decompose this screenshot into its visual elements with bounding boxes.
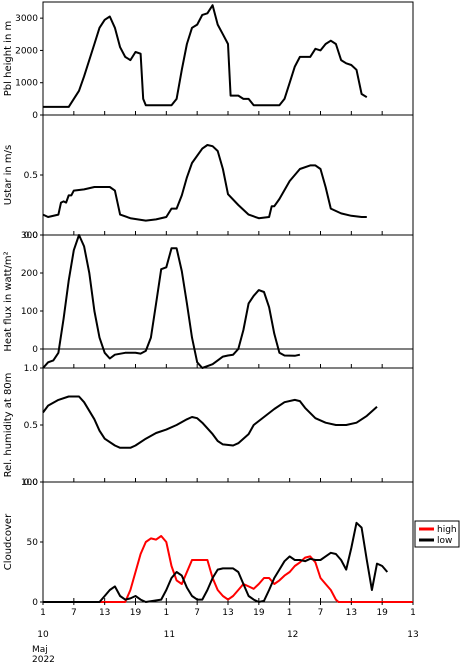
month-label: Maj bbox=[32, 645, 48, 655]
pbl-height-ytick-label: 2000 bbox=[15, 46, 38, 56]
pbl-height-ytick-label: 3000 bbox=[15, 14, 38, 24]
hour-tick-label: 1 bbox=[410, 608, 416, 618]
hour-tick-label: 7 bbox=[318, 608, 324, 618]
cloudcover-ytick-label: 100 bbox=[21, 478, 38, 488]
cloudcover-ytick-label: 50 bbox=[27, 538, 39, 548]
hour-tick-label: 1 bbox=[287, 608, 293, 618]
hour-tick-label: 7 bbox=[71, 608, 77, 618]
ustar-series-line-0 bbox=[42, 144, 367, 222]
day-tick-label: 10 bbox=[37, 630, 49, 640]
hour-tick-label: 19 bbox=[376, 608, 388, 618]
cloudcover-ytick-label: 0 bbox=[32, 598, 38, 608]
hour-tick-label: 7 bbox=[194, 608, 200, 618]
pbl-height-ytick-label: 0 bbox=[32, 111, 38, 121]
heat-flux-ytick-label: 300 bbox=[21, 231, 38, 241]
cloudcover-panel: 0 50 100 Cloudcover bbox=[3, 478, 414, 608]
hour-tick-label: 13 bbox=[222, 608, 233, 618]
day-tick-label: 13 bbox=[407, 630, 418, 640]
legend-label-high: high bbox=[437, 525, 457, 535]
ustar-ylabel: Ustar in m/s bbox=[3, 145, 14, 205]
hour-tick-label: 1 bbox=[163, 608, 169, 618]
rel-humidity-ytick-label: 1.0 bbox=[24, 364, 39, 374]
rel-humidity-panel: 0.0 0.5 1.0 Rel. humidity at 80m bbox=[3, 364, 414, 488]
hour-tick-label: 1 bbox=[40, 608, 46, 618]
cloudcover-series-low bbox=[43, 521, 389, 603]
heat-flux-frame bbox=[42, 234, 414, 369]
time-axis: 1 7 13 19 1 7 13 19 1 7 13 19 1 10 11 12 13 bbox=[37, 602, 419, 640]
heat-flux-panel: 0 100 200 300 Heat flux in watt/m² bbox=[3, 231, 414, 369]
rel-humidity-series-line-0 bbox=[42, 395, 378, 449]
legend-label-low: low bbox=[437, 536, 452, 546]
hour-tick-label: 13 bbox=[99, 608, 110, 618]
ustar-ytick-label: 0.5 bbox=[24, 171, 38, 181]
rel-humidity-ylabel: Rel. humidity at 80m bbox=[3, 373, 14, 478]
heat-flux-ytick-label: 200 bbox=[21, 269, 38, 279]
ustar-panel: 0.0 0.5 Ustar in m/s bbox=[3, 114, 414, 241]
pbl-height-ytick-label: 1000 bbox=[15, 79, 38, 89]
rel-humidity-ytick-label: 0.0 bbox=[24, 478, 39, 488]
legend-box bbox=[414, 520, 460, 548]
pbl-height-ylabel: Pbl height in m bbox=[3, 21, 14, 96]
cloudcover-ylabel: Cloudcover bbox=[3, 513, 14, 570]
rel-humidity-frame bbox=[42, 367, 414, 483]
heat-flux-ylabel: Heat flux in watt/m² bbox=[3, 251, 14, 351]
hour-tick-label: 19 bbox=[253, 608, 265, 618]
pbl-height-series-line-0 bbox=[43, 4, 368, 108]
cloudcover-series-high bbox=[43, 535, 413, 603]
heat-flux-ytick-label: 100 bbox=[21, 307, 38, 317]
heat-flux-ytick-label: 0 bbox=[32, 345, 38, 355]
cloudcover-frame bbox=[42, 481, 414, 603]
rel-humidity-ytick-label: 0.5 bbox=[24, 421, 38, 431]
cloudcover-legend: high low bbox=[414, 520, 460, 548]
hour-tick-label: 13 bbox=[346, 608, 357, 618]
heat-flux-series-line-0 bbox=[42, 234, 301, 369]
day-tick-label: 11 bbox=[164, 630, 175, 640]
year-label: 2022 bbox=[32, 655, 55, 664]
ustar-ytick-label: 0.0 bbox=[24, 231, 39, 241]
hour-tick-label: 19 bbox=[130, 608, 142, 618]
day-tick-label: 12 bbox=[287, 630, 298, 640]
